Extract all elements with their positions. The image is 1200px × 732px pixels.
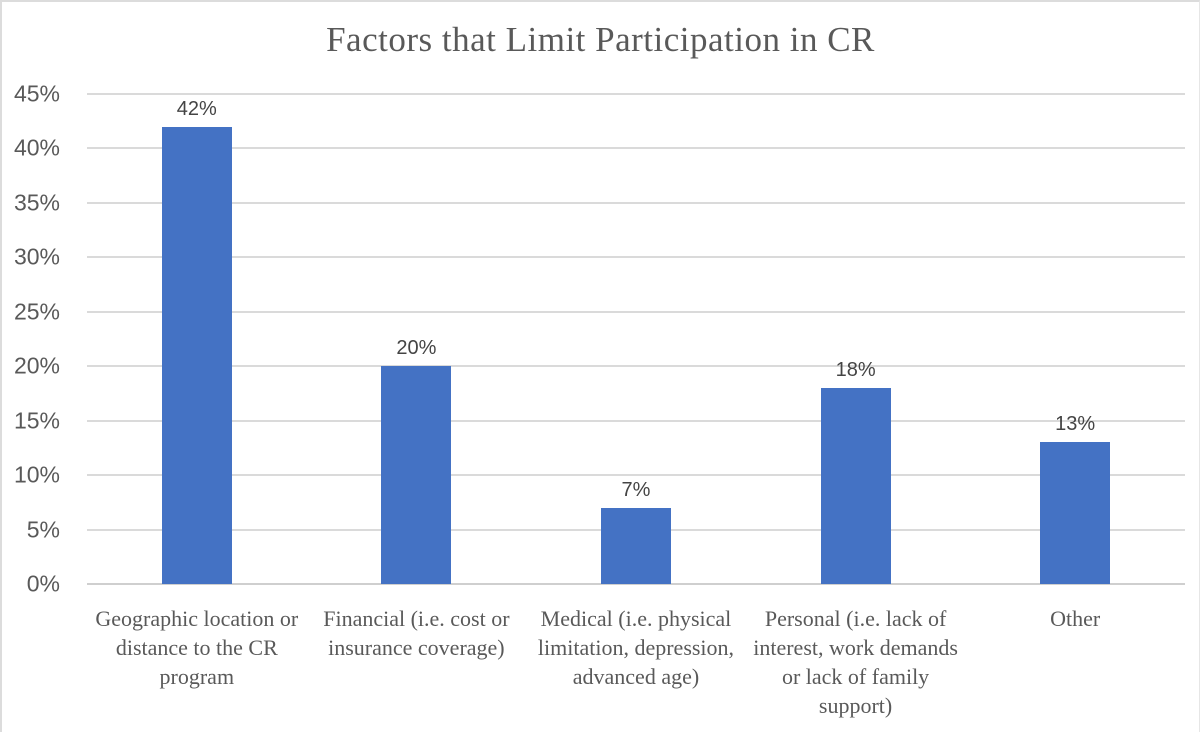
gridline [87,310,1185,313]
category-label-5: Other [1050,606,1101,631]
x-axis: Geographic location or distance to the C… [87,604,1185,720]
x-axis-line [87,583,1185,585]
data-label-2: 20% [396,337,437,360]
y-tick-label: 20% [13,352,60,379]
data-label-1: 42% [176,97,217,120]
category-label-2: Financial (i.e. cost or insurance covera… [323,606,510,660]
y-tick-label: 15% [13,407,60,434]
data-label-4: 18% [835,359,876,381]
bar-2 [381,366,452,584]
y-tick-label: 5% [26,516,60,543]
y-tick-label: 0% [26,570,60,597]
gridline [87,419,1185,422]
chart-title: Factors that Limit Participation in CR [326,20,875,59]
y-tick-label: 10% [13,461,60,488]
bar-5 [1040,442,1111,584]
bar-3 [601,507,671,584]
y-axis: 0% 5% 10% 15% 20% 25% 30% 35% 40% 45% [2,82,64,595]
bar-1 [161,126,232,584]
y-tick-label: 35% [13,189,60,216]
data-label-3: 7% [621,478,651,501]
data-label-5: 13% [1055,413,1096,436]
category-label-1: Geographic location or distance to the C… [95,606,299,689]
bar-4 [820,388,891,584]
gridline [87,147,1185,150]
category-label-4: Personal (i.e. lack of interest, work de… [753,606,958,718]
y-tick-label: 40% [13,134,60,161]
y-tick-label: 45% [13,80,60,107]
plot-area: 42% 20% 7% 18% 13% [87,93,1185,585]
gridline [87,93,1185,95]
y-tick-label: 25% [13,298,60,325]
gridline [87,201,1185,204]
gridline [87,365,1185,368]
category-label-3: Medical (i.e. physical limitation, depre… [537,606,735,689]
gridline [87,474,1185,477]
gridline [87,256,1185,259]
y-tick-label: 30% [13,243,60,270]
